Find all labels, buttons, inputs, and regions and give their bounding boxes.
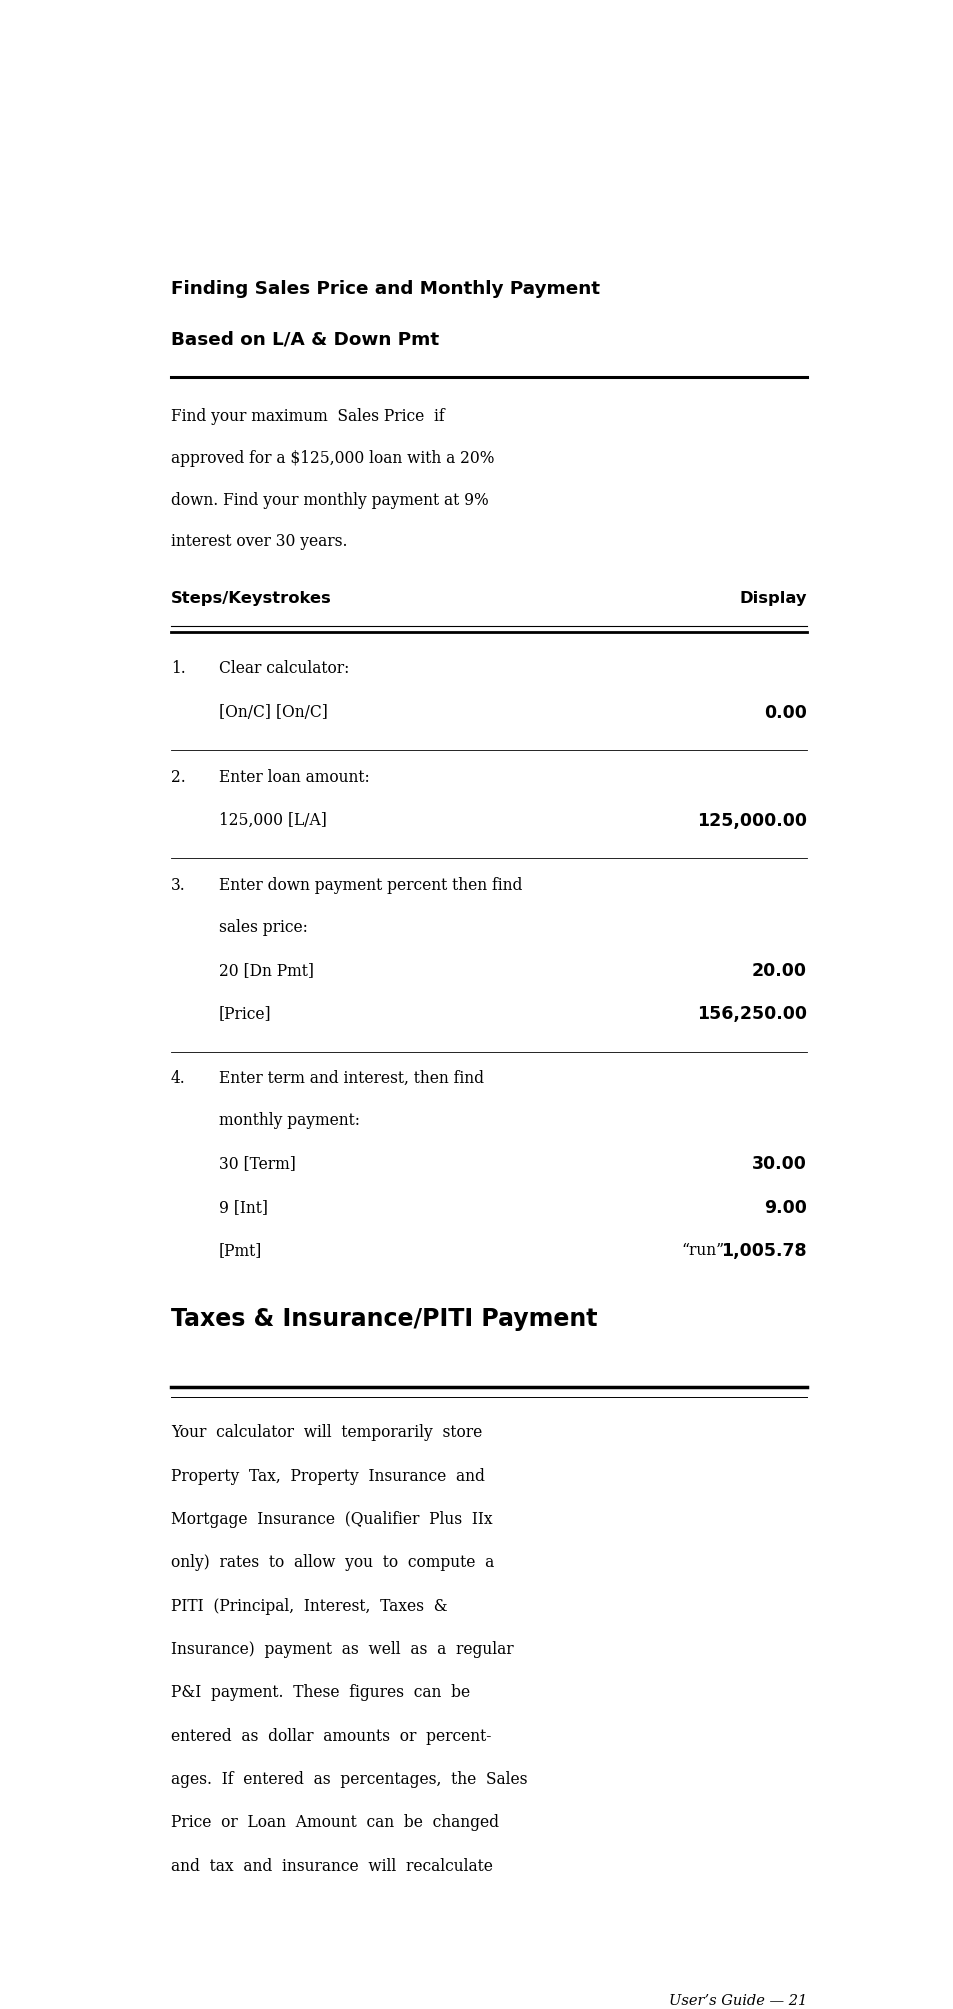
Text: 1.: 1. [171, 661, 186, 677]
Text: Find your maximum  Sales Price  if: Find your maximum Sales Price if [171, 408, 444, 426]
Text: 9 [Int]: 9 [Int] [219, 1199, 268, 1215]
Text: Mortgage  Insurance  (Qualifier  Plus  IIx: Mortgage Insurance (Qualifier Plus IIx [171, 1511, 492, 1529]
Text: Your  calculator  will  temporarily  store: Your calculator will temporarily store [171, 1424, 482, 1442]
Text: 125,000.00: 125,000.00 [696, 812, 806, 830]
Text: User’s Guide — 21: User’s Guide — 21 [668, 1993, 806, 2007]
Text: Steps/Keystrokes: Steps/Keystrokes [171, 591, 332, 605]
Text: sales price:: sales price: [219, 918, 308, 936]
Text: 20 [Dn Pmt]: 20 [Dn Pmt] [219, 962, 314, 978]
Text: 1,005.78: 1,005.78 [720, 1242, 806, 1260]
Text: Taxes & Insurance/PITI Payment: Taxes & Insurance/PITI Payment [171, 1308, 597, 1330]
Text: [Price]: [Price] [219, 1004, 272, 1023]
Text: down. Find your monthly payment at 9%: down. Find your monthly payment at 9% [171, 492, 488, 508]
Text: 9.00: 9.00 [763, 1199, 806, 1217]
Text: 4.: 4. [171, 1071, 186, 1087]
Text: P&I  payment.  These  figures  can  be: P&I payment. These figures can be [171, 1684, 470, 1702]
Text: [On/C] [On/C]: [On/C] [On/C] [219, 703, 328, 721]
Text: entered  as  dollar  amounts  or  percent-: entered as dollar amounts or percent- [171, 1728, 491, 1744]
Text: 0.00: 0.00 [763, 703, 806, 721]
Text: approved for a $125,000 loan with a 20%: approved for a $125,000 loan with a 20% [171, 450, 494, 466]
Text: 30 [Term]: 30 [Term] [219, 1155, 295, 1173]
Text: [Pmt]: [Pmt] [219, 1242, 262, 1260]
Text: only)  rates  to  allow  you  to  compute  a: only) rates to allow you to compute a [171, 1555, 494, 1571]
Text: Insurance)  payment  as  well  as  a  regular: Insurance) payment as well as a regular [171, 1641, 513, 1657]
Text: Display: Display [739, 591, 806, 605]
Text: Enter down payment percent then find: Enter down payment percent then find [219, 876, 522, 894]
Text: 2.: 2. [171, 769, 186, 786]
Text: 30.00: 30.00 [751, 1155, 806, 1173]
Text: Property  Tax,  Property  Insurance  and: Property Tax, Property Insurance and [171, 1469, 484, 1485]
Text: Enter term and interest, then find: Enter term and interest, then find [219, 1071, 483, 1087]
Text: Based on L/A & Down Pmt: Based on L/A & Down Pmt [171, 331, 438, 350]
Text: interest over 30 years.: interest over 30 years. [171, 534, 347, 550]
Text: 125,000 [L/A]: 125,000 [L/A] [219, 812, 327, 830]
Text: Finding Sales Price and Monthly Payment: Finding Sales Price and Monthly Payment [171, 279, 599, 297]
Text: and  tax  and  insurance  will  recalculate: and tax and insurance will recalculate [171, 1858, 493, 1874]
Text: monthly payment:: monthly payment: [219, 1113, 359, 1129]
Text: 156,250.00: 156,250.00 [696, 1004, 806, 1023]
Text: Enter loan amount:: Enter loan amount: [219, 769, 370, 786]
Text: ages.  If  entered  as  percentages,  the  Sales: ages. If entered as percentages, the Sal… [171, 1772, 527, 1788]
Text: “run”: “run” [680, 1242, 723, 1260]
Text: Price  or  Loan  Amount  can  be  changed: Price or Loan Amount can be changed [171, 1814, 498, 1832]
Text: Clear calculator:: Clear calculator: [219, 661, 349, 677]
Text: PITI  (Principal,  Interest,  Taxes  &: PITI (Principal, Interest, Taxes & [171, 1597, 447, 1615]
Text: 20.00: 20.00 [751, 962, 806, 980]
Text: 3.: 3. [171, 876, 186, 894]
